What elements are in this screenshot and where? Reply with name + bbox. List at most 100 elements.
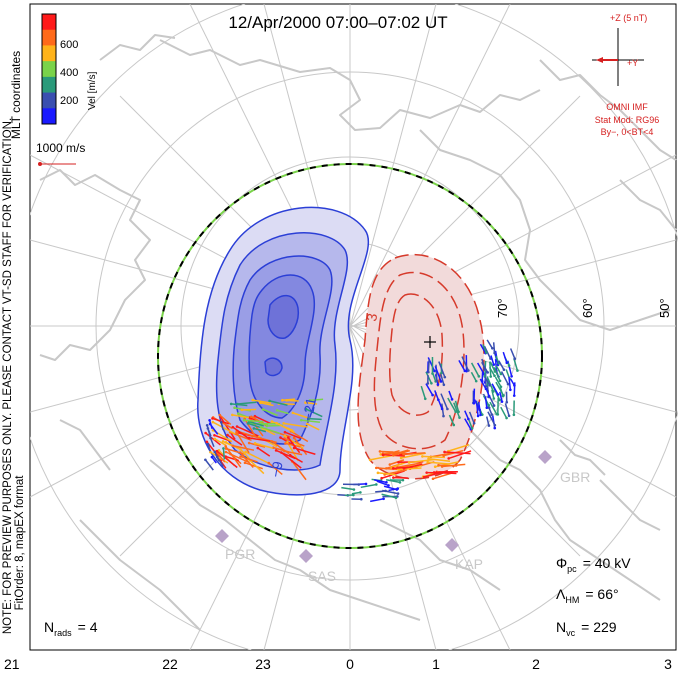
velocity-vector-origin	[507, 364, 511, 367]
velocity-vector	[444, 451, 471, 455]
velocity-vector-origin	[275, 421, 278, 425]
velocity-vector	[493, 366, 501, 382]
velocity-vector-origin	[478, 408, 481, 411]
velocity-vector-origin	[360, 497, 363, 501]
velocity-vector-origin	[274, 449, 278, 452]
velocity-vector	[504, 403, 510, 417]
colorbar-block	[42, 45, 56, 62]
velocity-vector	[488, 367, 496, 377]
velocity-vector-origin	[470, 427, 474, 430]
velocity-vector	[482, 344, 488, 353]
velocity-vector-origin	[378, 450, 382, 453]
velocity-vector	[403, 452, 426, 455]
hm-boundary-dash	[157, 163, 543, 549]
velocity-vector-origin	[249, 415, 253, 419]
velocity-vector	[248, 437, 271, 442]
velocity-vector	[499, 387, 504, 397]
colorbar-block	[42, 92, 56, 109]
velocity-vector	[376, 480, 389, 487]
velocity-vector-origin	[510, 374, 513, 378]
station-markers	[215, 450, 552, 563]
velocity-vector	[275, 449, 296, 460]
velocity-vector-origin	[359, 491, 362, 494]
map-title: 12/Apr/2000 07:00–07:02 UT	[228, 13, 447, 32]
velocity-vector-origin	[467, 369, 470, 372]
velocity-vector	[215, 450, 226, 463]
velocity-vector-origin	[205, 423, 209, 427]
velocity-vector-origin	[498, 398, 502, 402]
velocity-vector	[389, 459, 405, 466]
velocity-vector	[277, 409, 289, 415]
velocity-vector	[286, 441, 299, 462]
velocity-vector	[481, 361, 489, 373]
velocity-vector-origin	[443, 375, 447, 379]
velocity-vector	[513, 358, 519, 371]
velocity-vector-origin	[502, 368, 506, 372]
velocity-vector	[282, 398, 296, 401]
velocity-vector-origin	[253, 442, 257, 445]
colorbar-tick-600: 600	[60, 39, 78, 51]
colorbar-border	[41, 13, 57, 125]
velocity-vector	[383, 485, 398, 491]
velocity-vector	[453, 402, 461, 418]
velocity-vector-origin	[233, 406, 236, 410]
velocity-vector	[448, 414, 455, 426]
velocity-vector	[382, 489, 399, 495]
velocity-vector-origin	[235, 431, 238, 434]
velocity-vector	[440, 374, 445, 385]
velocity-vector-origin	[489, 375, 493, 378]
velocity-vector-origin	[402, 452, 405, 456]
velocity-vector	[260, 401, 274, 407]
velocity-vector-origin	[252, 416, 255, 419]
velocity-vector-origin	[505, 416, 508, 420]
velocity-vector-origin	[204, 458, 207, 462]
velocity-vector-origin	[238, 451, 242, 454]
velocity-vector	[370, 498, 384, 503]
velocity-vector-origin	[493, 423, 497, 427]
velocity-vector	[205, 432, 221, 446]
velocity-vector	[448, 390, 453, 400]
velocity-vector	[301, 419, 321, 424]
velocity-vector-origin	[506, 382, 510, 386]
velocity-vector	[468, 411, 475, 424]
velocity-vector	[227, 434, 243, 446]
hm-latitude: ΛHM = 66°	[556, 586, 619, 605]
velocity-vector	[252, 399, 272, 404]
velocity-colorbar	[41, 13, 57, 125]
velocity-vector-origin	[513, 384, 516, 387]
velocity-vector	[269, 400, 288, 406]
velocity-vector-origin	[440, 407, 444, 411]
coastlines	[39, 34, 677, 631]
velocity-vector-origin	[442, 414, 445, 418]
velocity-vector-origin	[259, 401, 262, 405]
velocity-vector-origin	[252, 427, 256, 430]
velocity-vector	[216, 450, 238, 469]
velocity-vector-origin	[231, 425, 235, 429]
velocity-vector	[305, 408, 323, 418]
imf-z-label: +Z (5 nT)	[610, 13, 647, 23]
velocity-vector-origin	[484, 387, 488, 391]
velocity-vector	[500, 406, 508, 419]
velocity-vector-origin	[284, 442, 287, 445]
velocity-vector	[488, 395, 495, 406]
velocity-vector-origin	[425, 471, 428, 474]
velocity-vector-origin	[437, 463, 440, 467]
velocity-vector	[440, 393, 449, 410]
velocity-vector	[481, 370, 484, 382]
velocity-vector-origin	[299, 418, 303, 422]
velocity-vector-origin	[491, 346, 494, 350]
colorbar-unit-label: Vel [m/s]	[87, 71, 98, 110]
velocity-vector	[360, 483, 377, 489]
velocity-vector	[257, 447, 271, 457]
velocity-vector-origin	[458, 416, 461, 419]
velocity-vector	[254, 415, 272, 425]
velocity-vector	[283, 422, 308, 428]
velocity-vector-origin	[490, 413, 494, 416]
velocity-vector-origin	[474, 379, 478, 383]
velocity-vector	[479, 343, 487, 354]
velocity-vector	[495, 355, 500, 364]
velocity-vector	[438, 361, 446, 378]
velocity-vector	[244, 462, 263, 470]
stat-model-label: Stat Mod: RG96	[595, 115, 660, 125]
velocity-vector-origin	[240, 408, 244, 412]
